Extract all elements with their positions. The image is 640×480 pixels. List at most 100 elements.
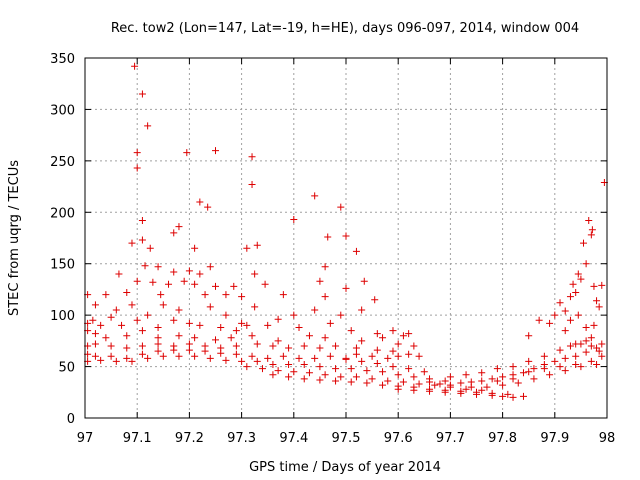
data-point	[588, 226, 596, 234]
data-point	[191, 280, 199, 288]
x-tick-label: 98	[599, 431, 616, 446]
data-point	[180, 277, 188, 285]
data-point	[300, 342, 308, 350]
data-point	[305, 369, 313, 377]
data-point	[556, 346, 564, 354]
y-tick-label: 100	[50, 309, 75, 324]
data-point	[144, 311, 152, 319]
data-point	[107, 352, 115, 360]
data-point	[191, 244, 199, 252]
data-point	[530, 375, 538, 383]
data-point	[580, 239, 588, 247]
data-point	[384, 354, 392, 362]
data-point	[248, 181, 256, 189]
data-point	[243, 244, 251, 252]
data-point	[441, 377, 449, 385]
data-point	[133, 164, 141, 172]
data-point	[598, 340, 606, 348]
data-point	[405, 365, 413, 373]
data-point	[248, 153, 256, 161]
data-point	[566, 293, 574, 301]
data-point	[128, 239, 136, 247]
data-point	[446, 373, 454, 381]
data-point	[326, 352, 334, 360]
data-point	[561, 327, 569, 335]
data-point	[499, 373, 507, 381]
data-point	[577, 340, 585, 348]
data-point	[118, 321, 126, 329]
data-point	[253, 357, 261, 365]
data-point	[212, 282, 219, 290]
data-point	[585, 217, 593, 225]
data-point	[261, 280, 269, 288]
data-point	[191, 352, 199, 360]
data-point	[431, 381, 439, 389]
data-point	[574, 270, 582, 278]
data-point	[462, 371, 470, 379]
data-point	[420, 368, 428, 376]
y-axis-label: STEC from uqrg / TECUs	[7, 160, 22, 316]
data-point	[232, 350, 240, 358]
data-point	[347, 327, 355, 335]
data-point	[389, 347, 397, 355]
data-point	[352, 373, 360, 381]
data-point	[102, 334, 110, 342]
data-point	[519, 369, 527, 377]
data-point	[347, 378, 355, 386]
data-point	[593, 361, 601, 369]
data-point	[217, 323, 225, 331]
data-point	[493, 365, 501, 373]
data-point	[253, 340, 261, 348]
data-point	[478, 369, 486, 377]
data-point	[123, 344, 131, 352]
data-point	[371, 296, 379, 304]
data-point	[509, 375, 517, 383]
data-point	[138, 236, 146, 244]
data-point	[222, 291, 230, 299]
data-point	[248, 352, 256, 360]
data-point	[251, 303, 259, 311]
data-point	[426, 378, 434, 386]
data-point	[337, 203, 345, 211]
data-point	[316, 277, 324, 285]
data-point	[540, 365, 548, 373]
data-point	[405, 330, 413, 338]
data-point	[274, 367, 282, 375]
data-point	[123, 354, 131, 362]
data-point	[175, 306, 183, 314]
data-point	[185, 346, 193, 354]
data-point	[91, 352, 99, 360]
data-point	[201, 291, 209, 299]
data-point	[321, 334, 329, 342]
data-point	[525, 357, 533, 365]
data-point	[274, 337, 282, 345]
data-point	[410, 342, 418, 350]
data-point	[300, 361, 308, 369]
data-point	[157, 291, 165, 299]
data-point	[115, 270, 123, 278]
data-point	[462, 385, 470, 393]
data-point	[415, 352, 423, 360]
x-tick-label: 97.3	[227, 431, 256, 446]
data-point	[97, 356, 105, 364]
data-point	[138, 350, 146, 358]
data-point	[243, 363, 251, 371]
data-point	[206, 303, 214, 311]
data-point	[499, 392, 507, 400]
x-tick-label: 97.6	[384, 431, 413, 446]
y-tick-label: 200	[50, 206, 75, 221]
data-point	[269, 371, 277, 379]
data-point	[185, 319, 193, 327]
data-point	[290, 368, 298, 376]
data-point	[321, 293, 329, 301]
y-tick-label: 350	[50, 52, 75, 67]
data-point	[399, 332, 407, 340]
data-point	[102, 291, 110, 299]
data-point	[473, 390, 480, 398]
data-point	[279, 291, 287, 299]
data-point	[566, 342, 574, 350]
data-point	[269, 342, 277, 350]
data-point	[551, 357, 559, 365]
data-point	[373, 346, 381, 354]
data-point	[170, 346, 178, 354]
